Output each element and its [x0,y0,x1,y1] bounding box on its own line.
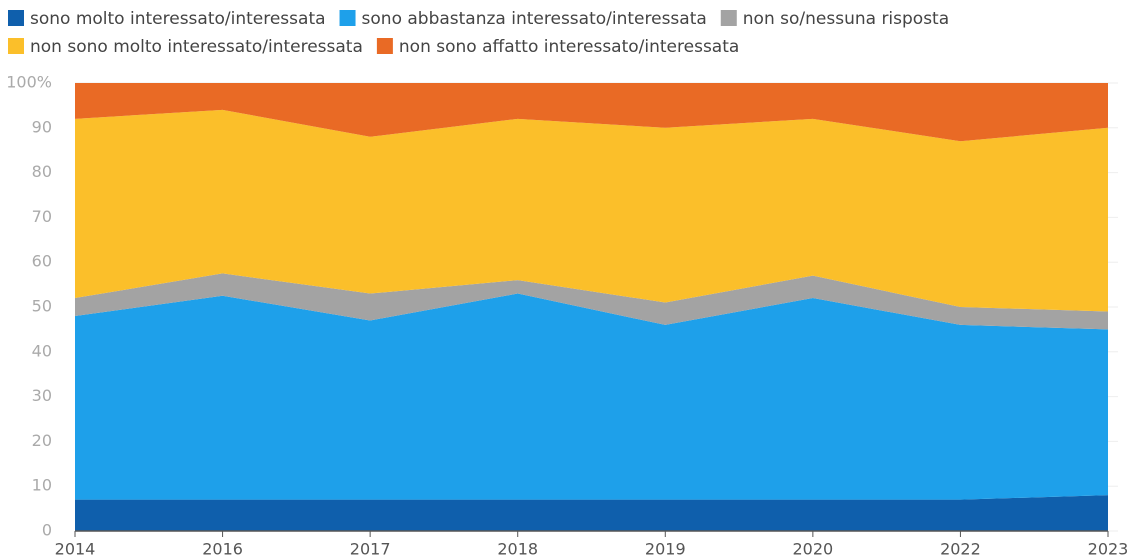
y-tick-label: 80 [32,162,52,181]
area [75,293,1108,500]
y-tick-label: 60 [32,252,52,271]
area [75,273,1108,330]
x-tick-label: 2014 [55,540,96,559]
x-tick-label: 2016 [202,540,243,559]
area [75,495,1108,531]
legend-label: non so/nessuna risposta [743,9,949,29]
legend-label: sono molto interessato/interessata [30,9,326,29]
y-tick-label: 100% [6,73,52,92]
y-tick-label: 10 [32,476,52,495]
legend-label: non sono molto interessato/interessata [30,37,363,57]
legend-label: non sono affatto interessato/interessata [399,37,739,57]
area [75,83,1108,142]
y-tick-label: 20 [32,431,52,450]
legend-swatch [339,10,356,26]
legend-swatch [8,10,24,26]
legend-swatch [8,38,24,54]
legend-swatch [376,38,393,54]
y-tick-label: 0 [42,521,52,540]
x-tick-label: 2023 [1088,540,1129,559]
x-tick-label: 2017 [350,540,391,559]
y-tick-label: 50 [32,297,52,316]
x-tick-label: 2018 [497,540,538,559]
x-tick-label: 2022 [940,540,981,559]
legend-swatch [720,10,737,26]
area [75,109,1108,312]
y-tick-label: 70 [32,207,52,226]
y-tick-label: 90 [32,117,52,136]
legend-label: sono abbastanza interessato/interessata [362,9,707,29]
x-tick-label: 2019 [645,540,686,559]
y-tick-label: 40 [32,341,52,360]
y-tick-label: 30 [32,386,52,405]
x-tick-label: 2020 [792,540,833,559]
